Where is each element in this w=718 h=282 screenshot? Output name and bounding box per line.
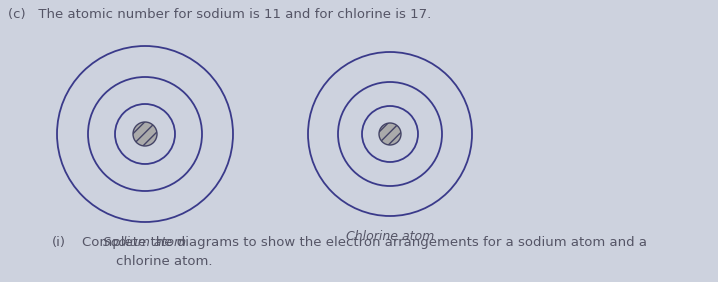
Text: (c)   The atomic number for sodium is 11 and for chlorine is 17.: (c) The atomic number for sodium is 11 a…: [8, 8, 432, 21]
Text: Chlorine atom: Chlorine atom: [346, 230, 434, 243]
Text: (i): (i): [52, 236, 66, 249]
Text: Sodium atom: Sodium atom: [103, 236, 187, 249]
Circle shape: [379, 123, 401, 145]
Text: Complete the diagrams to show the electron arrangements for a sodium atom and a
: Complete the diagrams to show the electr…: [82, 236, 647, 268]
Circle shape: [133, 122, 157, 146]
